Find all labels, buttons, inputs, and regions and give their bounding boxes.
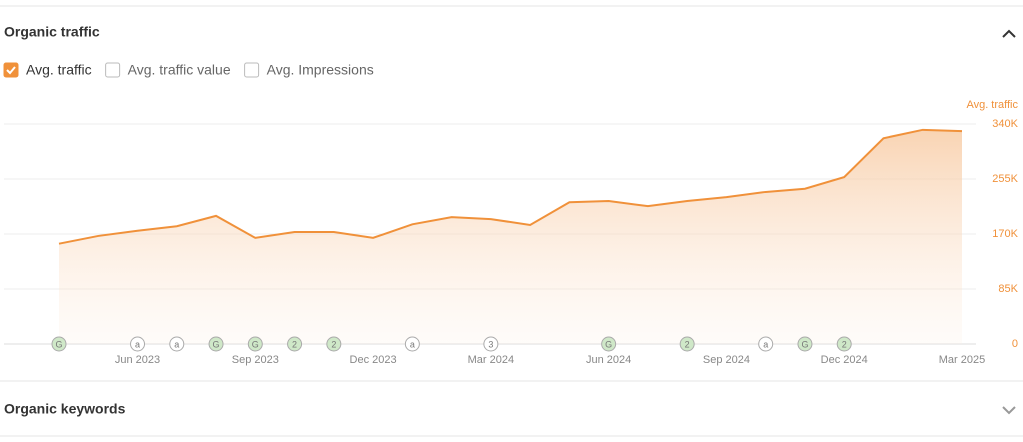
x-tick-label: Mar 2025 bbox=[939, 354, 985, 366]
event-marker[interactable] bbox=[483, 336, 499, 352]
event-label: a bbox=[135, 339, 140, 349]
x-tick-label: Sep 2023 bbox=[232, 354, 279, 366]
collapse-chevron[interactable] bbox=[1002, 29, 1016, 38]
event-label: G bbox=[55, 339, 62, 349]
x-tick-label: Dec 2023 bbox=[350, 354, 397, 366]
event-label: 2 bbox=[685, 339, 690, 349]
y-axis-title: Avg. traffic bbox=[966, 99, 1018, 111]
y-tick-label: 255K bbox=[992, 173, 1018, 185]
event-label: 2 bbox=[842, 339, 847, 349]
event-marker[interactable] bbox=[836, 336, 852, 352]
event-label: 3 bbox=[488, 339, 493, 349]
y-tick-label: 0 bbox=[1012, 338, 1018, 350]
event-marker[interactable] bbox=[404, 336, 420, 352]
event-marker[interactable] bbox=[169, 336, 185, 352]
line bbox=[58, 128, 963, 245]
y-tick-label: 170K bbox=[992, 228, 1018, 240]
event-marker[interactable] bbox=[247, 336, 263, 352]
check-mark bbox=[6, 66, 16, 75]
event-label: G bbox=[213, 339, 220, 349]
x-tick-label: Mar 2024 bbox=[468, 354, 514, 366]
event-label: 2 bbox=[331, 339, 336, 349]
event-label: a bbox=[410, 339, 415, 349]
x-tick-label: Jun 2023 bbox=[115, 354, 160, 366]
event-marker[interactable] bbox=[326, 336, 342, 352]
checkbox[interactable] bbox=[3, 62, 19, 78]
event-marker[interactable] bbox=[130, 336, 146, 352]
event-label: a bbox=[763, 339, 768, 349]
event-label: G bbox=[801, 339, 808, 349]
event-marker[interactable] bbox=[287, 336, 303, 352]
event-label: a bbox=[174, 339, 179, 349]
event-marker[interactable] bbox=[601, 336, 617, 352]
y-tick-label: 340K bbox=[992, 118, 1018, 130]
event-marker[interactable] bbox=[679, 336, 695, 352]
checkbox[interactable] bbox=[244, 62, 260, 78]
event-marker[interactable] bbox=[758, 336, 774, 352]
section-title: Organic traffic bbox=[4, 24, 100, 40]
event-marker[interactable] bbox=[208, 336, 224, 352]
checkbox[interactable] bbox=[105, 62, 121, 78]
x-tick-label: Dec 2024 bbox=[821, 354, 868, 366]
checkbox-label[interactable]: Avg. traffic value bbox=[128, 62, 231, 78]
x-tick-label: Jun 2024 bbox=[586, 354, 631, 366]
event-marker[interactable] bbox=[51, 336, 67, 352]
event-label: G bbox=[605, 339, 612, 349]
expand-chevron[interactable] bbox=[1002, 406, 1016, 415]
event-label: G bbox=[252, 339, 259, 349]
event-marker[interactable] bbox=[797, 336, 813, 352]
y-tick-label: 85K bbox=[998, 283, 1018, 295]
section-title: Organic keywords bbox=[4, 401, 126, 417]
checkbox-label[interactable]: Avg. traffic bbox=[26, 62, 92, 78]
checkbox-label[interactable]: Avg. Impressions bbox=[267, 62, 374, 78]
area bbox=[59, 129, 962, 344]
event-label: 2 bbox=[292, 339, 297, 349]
x-tick-label: Sep 2024 bbox=[703, 354, 750, 366]
